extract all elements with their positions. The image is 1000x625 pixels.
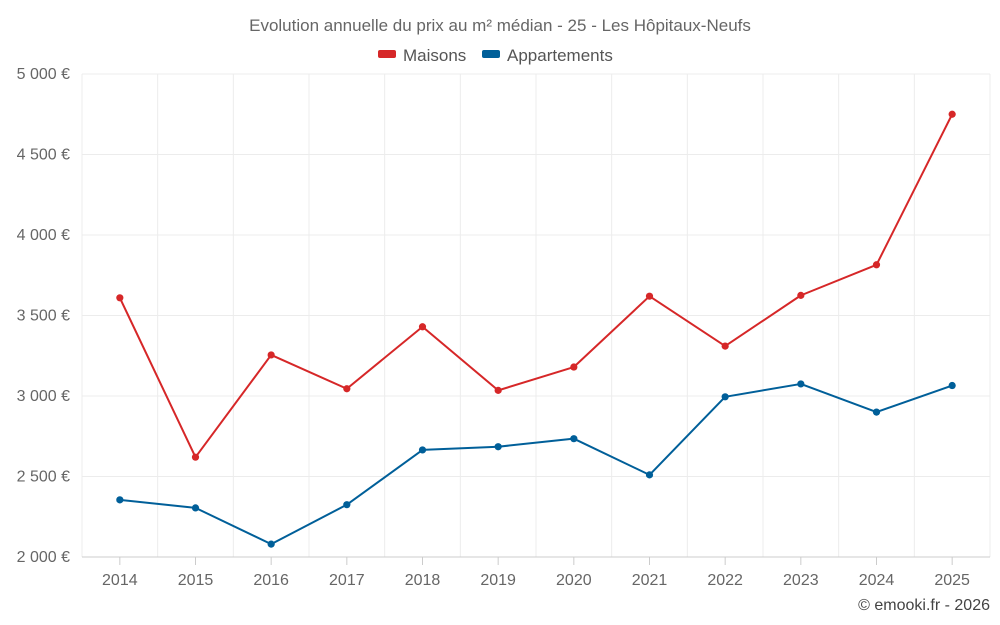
data-point-appartements[interactable]	[872, 408, 881, 416]
y-axis: 2 000 € 2 500 € 3 000 € 3 500 € 4 000 € 4 500…	[17, 66, 70, 566]
data-point-maisons[interactable]	[191, 453, 200, 461]
chart-title: Evolution annuelle du prix au m² médian …	[249, 16, 751, 35]
x-tick-label: 2015	[178, 572, 214, 589]
x-tick-label: 2025	[934, 572, 970, 589]
data-point-maisons[interactable]	[267, 351, 275, 359]
series-appartements	[116, 380, 956, 548]
x-tick-label: 2020	[556, 572, 592, 589]
x-tick-label: 2022	[707, 572, 743, 589]
chart-legend: Maisons Appartements	[378, 46, 613, 65]
y-tick-label: 3 500 €	[17, 308, 70, 325]
y-tick-label: 3 000 €	[17, 388, 70, 405]
series-line-maisons	[118, 113, 954, 459]
x-axis: 2014 2015 2016 2017 2018 2019 2020 2021 2022 2023…	[82, 556, 990, 589]
data-point-maisons[interactable]	[494, 386, 502, 394]
data-point-appartements[interactable]	[645, 471, 654, 479]
series-maisons	[116, 110, 956, 461]
data-point-maisons[interactable]	[645, 292, 654, 300]
y-tick-label: 2 500 €	[17, 469, 70, 486]
data-point-appartements[interactable]	[797, 380, 805, 388]
x-tick-label: 2014	[102, 572, 138, 589]
data-point-appartements[interactable]	[267, 540, 275, 548]
x-tick-label: 2019	[480, 572, 516, 589]
data-point-maisons[interactable]	[343, 385, 351, 393]
legend-swatch-appartements	[482, 50, 500, 58]
x-tick-label: 2021	[632, 572, 668, 589]
series	[116, 110, 956, 548]
legend-label-maisons: Maisons	[403, 46, 466, 65]
data-point-appartements[interactable]	[343, 501, 351, 509]
data-point-maisons[interactable]	[418, 323, 427, 331]
data-point-maisons[interactable]	[797, 291, 805, 299]
data-point-maisons[interactable]	[948, 110, 956, 118]
grid	[81, 73, 991, 557]
x-tick-label: 2024	[859, 572, 895, 589]
series-line-appartements	[119, 382, 953, 546]
x-tick-label: 2017	[329, 572, 365, 589]
data-point-appartements[interactable]	[191, 504, 200, 512]
data-point-appartements[interactable]	[116, 496, 124, 504]
legend-item-maisons[interactable]: Maisons	[378, 46, 466, 65]
data-point-maisons[interactable]	[116, 294, 124, 302]
y-tick-label: 2 000 €	[17, 549, 70, 566]
data-point-appartements[interactable]	[418, 446, 427, 454]
chart-credit: © emooki.fr - 2026	[858, 597, 990, 614]
y-tick-label: 4 000 €	[17, 227, 70, 244]
data-point-appartements[interactable]	[721, 393, 729, 401]
legend-item-appartements[interactable]: Appartements	[482, 46, 613, 65]
data-point-maisons[interactable]	[872, 261, 881, 269]
x-tick-label: 2016	[253, 572, 289, 589]
data-point-appartements[interactable]	[494, 443, 502, 451]
legend-swatch-maisons	[378, 50, 396, 58]
data-point-maisons[interactable]	[570, 363, 578, 371]
y-tick-label: 5 000 €	[17, 66, 70, 83]
x-tick-label: 2018	[405, 572, 441, 589]
data-point-appartements[interactable]	[570, 435, 578, 443]
data-point-appartements[interactable]	[948, 381, 956, 390]
legend-label-appartements: Appartements	[507, 46, 613, 65]
x-tick-label: 2023	[783, 572, 819, 589]
y-tick-label: 4 500 €	[17, 147, 70, 164]
data-point-maisons[interactable]	[721, 342, 729, 350]
